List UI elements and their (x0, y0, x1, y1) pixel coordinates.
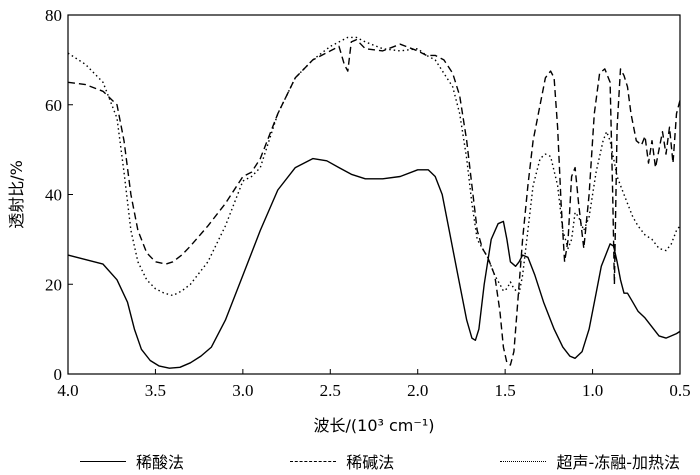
legend: 稀酸法 稀碱法 超声-冻融-加热法 (80, 449, 680, 473)
series-line-3 (67, 36, 681, 297)
legend-line-solid (80, 460, 126, 462)
y-tick-label: 20 (45, 275, 62, 294)
legend-item-series-3: 超声-冻融-加热法 (500, 449, 680, 473)
x-tick-label: 0.5 (669, 381, 690, 400)
x-axis-ticks: 4.0 3.5 3.0 2.5 2.0 1.5 1.0 0.5 (57, 369, 691, 400)
legend-line-dashed (290, 460, 337, 462)
y-tick-label: 0 (54, 365, 63, 384)
x-axis-title: 波长/(10³ cm⁻¹) (314, 416, 435, 435)
legend-label: 超声-冻融-加热法 (556, 453, 680, 472)
x-tick-label: 4.0 (57, 381, 78, 400)
legend-line-dotted (500, 460, 547, 462)
series-layer (67, 36, 681, 369)
x-tick-label: 3.5 (145, 381, 166, 400)
x-tick-label: 2.5 (320, 381, 341, 400)
y-tick-label: 60 (45, 96, 62, 115)
x-tick-label: 1.5 (495, 381, 516, 400)
series-line-1 (67, 157, 681, 369)
legend-label: 稀酸法 (136, 453, 185, 472)
y-axis-title: 透射比/% (7, 160, 26, 229)
x-tick-label: 2.0 (407, 381, 428, 400)
series-line-2 (67, 39, 681, 366)
legend-label: 稀碱法 (346, 453, 395, 472)
plot-area (67, 14, 681, 375)
legend-item-series-1: 稀酸法 (80, 449, 184, 473)
y-tick-label: 40 (45, 186, 62, 205)
y-axis-ticks: 0 20 40 60 80 (45, 6, 73, 384)
y-tick-label: 80 (45, 6, 62, 25)
legend-item-series-2: 稀碱法 (290, 449, 394, 473)
x-tick-label: 3.0 (232, 381, 253, 400)
x-tick-label: 1.0 (582, 381, 603, 400)
chart-svg: 4.0 3.5 3.0 2.5 2.0 1.5 1.0 0.5 0 20 40 60 80 波长/(1… (7, 6, 691, 435)
plot-frame (67, 14, 681, 375)
